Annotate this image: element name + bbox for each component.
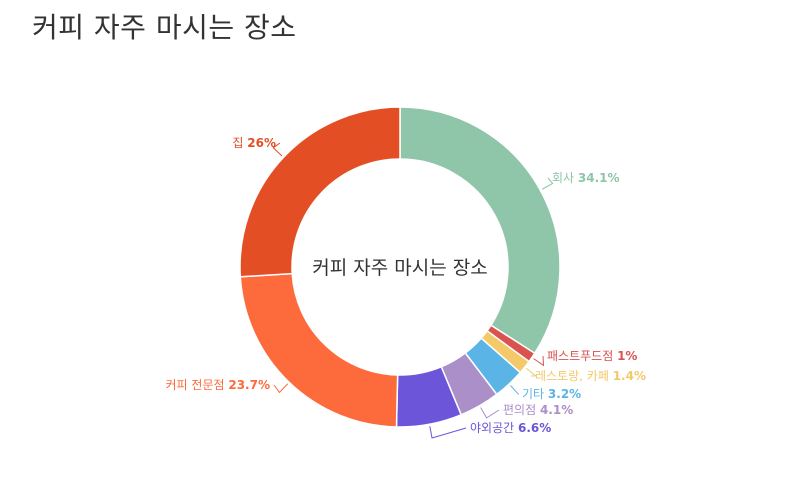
slice-label-커피-전문점: 커피 전문점 23.7% [166,378,270,392]
slice-label-value: 34.1% [578,171,620,185]
slice-label-value: 23.7% [228,378,270,392]
slice-label-편의점: 편의점 4.1% [503,403,573,417]
slice-label-value: 1.4% [613,369,646,383]
slice-label-회사: 회사 34.1% [552,171,620,185]
slice-label-value: 1% [617,349,637,363]
leader-line-야외공간 [429,426,467,439]
slice-label-value: 3.2% [548,387,581,401]
slice-label-집: 집 26% [232,136,276,150]
leader-line-기타 [510,385,519,395]
slice-label-name: 야외공간 [470,421,518,435]
slice-커피-전문점[interactable] [239,272,399,428]
slice-label-name: 회사 [552,171,578,185]
leader-line-편의점 [480,407,500,419]
slice-label-레스토랑-카페: 레스토랑, 카페 1.4% [535,369,646,383]
slice-label-value: 4.1% [540,403,573,417]
slice-label-패스트푸드점: 패스트푸드점 1% [547,349,637,363]
slice-label-name: 레스토랑, 카페 [535,369,613,383]
slice-label-value: 6.6% [518,421,551,435]
leader-line-레스토랑-카페 [526,368,538,377]
slice-label-name: 패스트푸드점 [547,349,617,363]
slice-회사[interactable] [399,106,561,355]
leader-line-집 [272,142,283,157]
leader-line-커피-전문점 [273,383,289,394]
slice-label-value: 26% [247,136,276,150]
leader-line-패스트푸드점 [533,355,545,367]
slice-label-name: 편의점 [503,403,540,417]
slice-label-name: 기타 [522,387,548,401]
chart-title: 커피 자주 마시는 장소 [32,11,297,44]
slice-label-name: 집 [232,136,247,150]
slice-label-야외공간: 야외공간 6.6% [470,421,551,435]
center-label: 커피 자주 마시는 장소 [312,257,487,279]
leader-line-회사 [541,177,554,190]
slice-집[interactable] [239,106,401,278]
slice-label-기타: 기타 3.2% [522,387,581,401]
slice-label-name: 커피 전문점 [166,378,229,392]
